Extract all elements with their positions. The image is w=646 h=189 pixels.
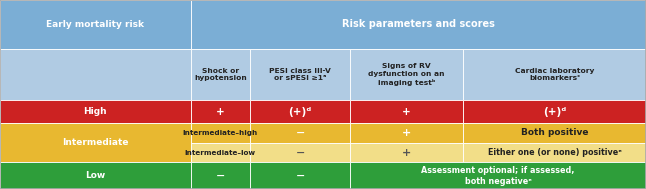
- Bar: [191, 163, 250, 189]
- Bar: [191, 100, 250, 123]
- Text: −: −: [295, 171, 305, 181]
- Text: (+)ᵈ: (+)ᵈ: [289, 107, 311, 117]
- Text: Risk parameters and scores: Risk parameters and scores: [342, 19, 495, 29]
- Bar: [463, 123, 646, 143]
- Bar: [463, 100, 646, 123]
- Bar: [191, 49, 250, 100]
- Bar: [350, 163, 646, 189]
- Bar: [0, 100, 191, 123]
- Text: High: High: [83, 107, 107, 116]
- Text: Both positive: Both positive: [521, 129, 589, 137]
- Bar: [350, 100, 463, 123]
- Text: +: +: [402, 148, 412, 158]
- Bar: [191, 0, 646, 49]
- Text: Low: Low: [85, 171, 105, 180]
- Bar: [0, 49, 191, 100]
- Bar: [350, 49, 463, 100]
- Text: −: −: [295, 128, 305, 138]
- Text: −: −: [216, 171, 225, 181]
- Text: +: +: [402, 107, 411, 117]
- Text: −: −: [295, 148, 305, 158]
- Bar: [191, 123, 250, 143]
- Text: Shock or
hypotension: Shock or hypotension: [194, 68, 247, 81]
- Bar: [191, 143, 250, 163]
- Text: Intermediate–high: Intermediate–high: [183, 130, 258, 136]
- Text: Signs of RV
dysfunction on an
imaging testᵇ: Signs of RV dysfunction on an imaging te…: [368, 63, 445, 86]
- Bar: [250, 143, 350, 163]
- Bar: [0, 0, 191, 49]
- Text: (+)ᵈ: (+)ᵈ: [543, 107, 566, 117]
- Bar: [463, 143, 646, 163]
- Text: PESI class III-V
or sPESI ≥1ᵃ: PESI class III-V or sPESI ≥1ᵃ: [269, 68, 331, 81]
- Bar: [0, 123, 191, 163]
- Bar: [250, 123, 350, 143]
- Bar: [0, 163, 191, 189]
- Text: Early mortality risk: Early mortality risk: [47, 20, 144, 29]
- Bar: [250, 100, 350, 123]
- Text: +: +: [402, 128, 412, 138]
- Bar: [250, 49, 350, 100]
- Bar: [463, 49, 646, 100]
- Text: +: +: [216, 107, 225, 117]
- Text: Intermediate–low: Intermediate–low: [185, 150, 256, 156]
- Bar: [350, 123, 463, 143]
- Bar: [350, 143, 463, 163]
- Bar: [250, 163, 350, 189]
- Text: Either one (or none) positiveᵉ: Either one (or none) positiveᵉ: [488, 148, 621, 157]
- Text: Cardiac laboratory
biomarkersᶜ: Cardiac laboratory biomarkersᶜ: [515, 68, 594, 81]
- Text: Intermediate: Intermediate: [62, 138, 129, 147]
- Text: Assessment optional; if assessed,
both negativeᵉ: Assessment optional; if assessed, both n…: [421, 166, 575, 186]
